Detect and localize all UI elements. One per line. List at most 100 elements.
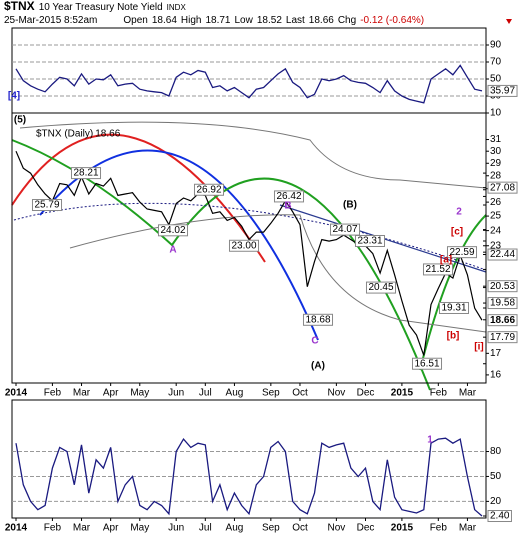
trend-line bbox=[13, 202, 487, 271]
value-label-text: 20.53 bbox=[490, 281, 515, 292]
label-box bbox=[411, 357, 443, 370]
x-tick-label: Feb bbox=[44, 388, 62, 399]
quote-label: Low bbox=[234, 15, 253, 26]
wave-label: B bbox=[284, 201, 291, 212]
value-label: 16.51 bbox=[411, 357, 486, 370]
label-box bbox=[422, 263, 454, 276]
value-label: 26.42 bbox=[273, 190, 486, 203]
value-label: 18.66 bbox=[487, 314, 518, 327]
x-tick-label: Dec bbox=[357, 388, 375, 399]
value-label-text: 27.08 bbox=[490, 182, 515, 193]
y-tick-label: 50 bbox=[490, 471, 502, 482]
value-label-text: 26.92 bbox=[196, 184, 221, 195]
wave-label: C bbox=[311, 336, 318, 347]
quote-label: Last bbox=[285, 15, 305, 26]
quote-value: 18.66 bbox=[308, 15, 334, 26]
x-tick-label: Aug bbox=[226, 523, 244, 534]
x-tick-label: Jun bbox=[168, 388, 184, 399]
x-tick-label: Sep bbox=[262, 388, 280, 399]
wave-label: [b] bbox=[447, 331, 460, 342]
wave-label: 2 bbox=[456, 207, 462, 218]
wave-label: (A) bbox=[311, 361, 325, 372]
x-tick-label: Apr bbox=[103, 523, 119, 534]
value-label-text: 26.42 bbox=[276, 191, 301, 202]
label-box bbox=[273, 190, 305, 203]
label-box bbox=[70, 167, 102, 180]
y-tick-label: 16 bbox=[490, 370, 502, 381]
label-box bbox=[31, 199, 63, 212]
value-label-text: 22.44 bbox=[490, 249, 515, 260]
quote-value: -0.12 (-0.64%) bbox=[360, 15, 425, 26]
label-box bbox=[354, 234, 386, 247]
envelope bbox=[69, 214, 487, 333]
label-box bbox=[228, 239, 260, 252]
label-box bbox=[487, 297, 518, 310]
wave-label: (B) bbox=[343, 200, 357, 211]
label-box bbox=[157, 224, 189, 237]
x-tick-label: Jul bbox=[199, 523, 212, 534]
y-tick-label: 31 bbox=[490, 134, 502, 145]
wave-label: [4] bbox=[8, 91, 20, 102]
y-tick-label: 70 bbox=[490, 57, 502, 68]
value-label-text: 35.97 bbox=[490, 86, 515, 97]
value-label-text: 19.31 bbox=[441, 303, 466, 314]
x-tick-label: Mar bbox=[73, 523, 91, 534]
x-tick-label: Dec bbox=[357, 523, 375, 534]
security-name: 10 Year Treasury Note Yield bbox=[38, 2, 163, 13]
cycle-arc bbox=[11, 133, 266, 263]
value-label: 18.68 bbox=[302, 313, 486, 326]
x-tick-label: Mar bbox=[459, 388, 477, 399]
value-label-text: 2.40 bbox=[490, 511, 510, 522]
exchange: INDX bbox=[166, 3, 186, 12]
wave-label: [a] bbox=[440, 255, 452, 266]
legend-value: 18.66 bbox=[95, 129, 120, 140]
wave-label: [c] bbox=[451, 227, 463, 238]
y-tick-label: 23 bbox=[490, 240, 502, 251]
value-label-text: 18.66 bbox=[490, 315, 515, 326]
quote-row: 25-Mar-2015 8:52am Open 18.64 High 18.71 Low 1… bbox=[4, 14, 516, 27]
label-box bbox=[487, 510, 512, 523]
value-label-text: 17.79 bbox=[490, 332, 515, 343]
x-tick-label: May bbox=[130, 388, 149, 399]
x-tick-label: 2015 bbox=[391, 523, 414, 534]
x-tick-label: Feb bbox=[44, 523, 62, 534]
wave-label: A bbox=[169, 245, 176, 256]
down-arrow bbox=[506, 19, 512, 24]
x-tick-label: Mar bbox=[459, 523, 477, 534]
value-label: 28.21 bbox=[70, 167, 486, 180]
y-tick-label: 28 bbox=[490, 170, 502, 181]
date: 25-Mar-2015 8:52am bbox=[4, 15, 98, 26]
x-tick-label: Apr bbox=[103, 388, 119, 399]
x-tick-label: Feb bbox=[430, 523, 448, 534]
value-label: 22.44 bbox=[483, 248, 518, 261]
label-box bbox=[329, 223, 361, 236]
wave-label: (5) bbox=[14, 115, 26, 126]
envelope bbox=[19, 121, 487, 189]
x-tick-label: 2015 bbox=[391, 388, 414, 399]
panel bbox=[11, 399, 487, 519]
panel bbox=[11, 112, 487, 384]
value-label: 35.97 bbox=[487, 84, 518, 97]
value-label-text: 18.68 bbox=[305, 314, 330, 325]
y-tick-label: 26 bbox=[490, 197, 502, 208]
wave-label: [i] bbox=[474, 342, 483, 353]
line bbox=[15, 437, 483, 517]
x-tick-label: Oct bbox=[292, 523, 308, 534]
value-label: 27.08 bbox=[483, 181, 518, 194]
y-tick-label: 17 bbox=[490, 348, 502, 359]
label-box bbox=[487, 280, 518, 293]
value-label: 24.02 bbox=[157, 224, 486, 237]
x-tick-label: Jun bbox=[168, 523, 184, 534]
label-box bbox=[193, 183, 225, 196]
x-tick-label: 2014 bbox=[5, 388, 28, 399]
value-label: 25.79 bbox=[31, 199, 486, 212]
label-box bbox=[302, 313, 334, 326]
quote-label: High bbox=[180, 15, 202, 26]
value-label-text: 24.02 bbox=[160, 225, 185, 236]
y-tick-label: 20 bbox=[490, 496, 502, 507]
value-label: 26.92 bbox=[193, 183, 486, 196]
value-label: 24.07 bbox=[329, 223, 486, 236]
value-label-text: 23.00 bbox=[231, 240, 256, 251]
x-tick-label: Sep bbox=[262, 523, 280, 534]
